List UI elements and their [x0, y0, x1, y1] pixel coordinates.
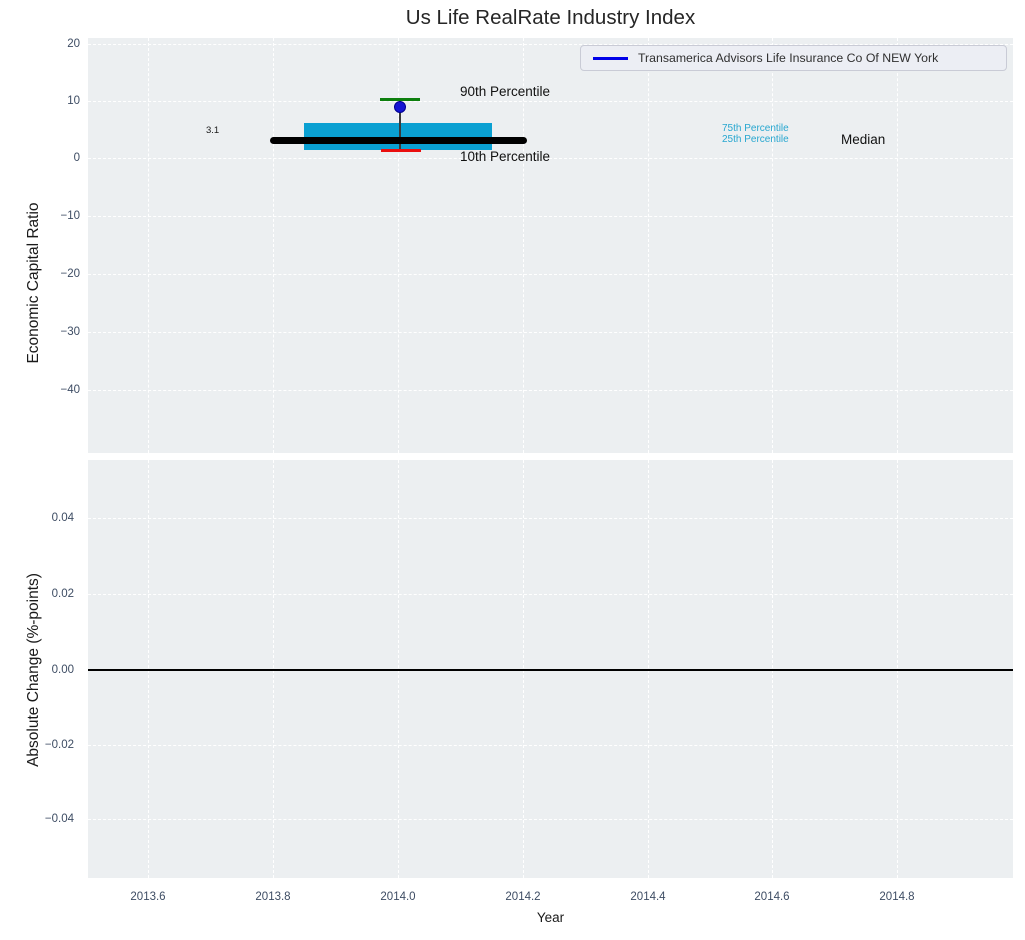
x-tick-label: 2014.8 — [879, 891, 915, 903]
y-tick-label: −0.04 — [44, 813, 74, 825]
p10-annotation: 10th Percentile — [460, 149, 551, 164]
y-tick-label: −30 — [60, 326, 80, 338]
y-tick-label: 0.02 — [51, 588, 74, 600]
gridline — [88, 274, 1013, 275]
p90-annotation: 90th Percentile — [460, 84, 551, 99]
gridline — [772, 38, 773, 453]
legend: Transamerica Advisors Life Insurance Co … — [580, 45, 1007, 71]
top-plot-area: 3.1 90th Percentile 10th Percentile 75th… — [88, 38, 1013, 453]
gridline — [88, 518, 1013, 519]
y-tick-label: 10 — [67, 95, 80, 107]
gridline — [88, 44, 1013, 45]
gridline — [88, 594, 1013, 595]
x-tick-label: 2014.6 — [754, 891, 790, 903]
p90-cap — [380, 98, 420, 101]
x-tick-label: 2014.2 — [505, 891, 541, 903]
gridline — [88, 101, 1013, 102]
y-tick-label: −0.02 — [44, 739, 74, 751]
gridline — [148, 38, 149, 453]
chart-title: Us Life RealRate Industry Index — [405, 6, 696, 29]
y-tick-label: 0 — [73, 152, 80, 164]
x-tick-label: 2013.6 — [130, 891, 166, 903]
y-tick-label: 20 — [67, 38, 80, 50]
p75-annotation: 75th Percentile — [722, 123, 789, 134]
legend-line-swatch — [593, 56, 628, 60]
gridline — [88, 332, 1013, 333]
y-tick-label: 0.04 — [51, 512, 74, 524]
zero-baseline — [88, 669, 1013, 671]
x-axis-label: Year — [536, 910, 565, 925]
p25-annotation: 25th Percentile — [722, 134, 789, 145]
percentile-whisker — [399, 100, 401, 149]
gridline — [88, 745, 1013, 746]
gridline — [897, 38, 898, 453]
gridline — [88, 158, 1013, 159]
gridline — [523, 38, 524, 453]
y-tick-label: −10 — [60, 210, 80, 222]
gridline — [398, 38, 399, 453]
x-tick-label: 2014.0 — [380, 891, 416, 903]
gridline — [88, 819, 1013, 820]
y-tick-label: −40 — [60, 384, 80, 396]
x-tick-label: 2013.8 — [255, 891, 291, 903]
median-annotation: Median — [841, 132, 886, 147]
interquartile-box — [304, 123, 492, 150]
legend-label: Transamerica Advisors Life Insurance Co … — [638, 51, 939, 65]
y-tick-label: 0.00 — [51, 664, 74, 676]
median-value-annotation: 3.1 — [206, 125, 220, 136]
gridline — [648, 38, 649, 453]
x-tick-label: 2014.4 — [630, 891, 666, 903]
gridline — [88, 390, 1013, 391]
median-line — [270, 137, 527, 144]
y-tick-label: −20 — [60, 268, 80, 280]
company-value-marker — [394, 101, 406, 113]
gridline — [88, 216, 1013, 217]
p10-cap — [381, 149, 421, 152]
top-y-axis-label: Economic Capital Ratio — [25, 202, 42, 364]
bottom-plot-area — [88, 460, 1013, 878]
bottom-y-axis-label: Absolute Change (%-points) — [25, 573, 42, 767]
gridline — [273, 38, 274, 453]
